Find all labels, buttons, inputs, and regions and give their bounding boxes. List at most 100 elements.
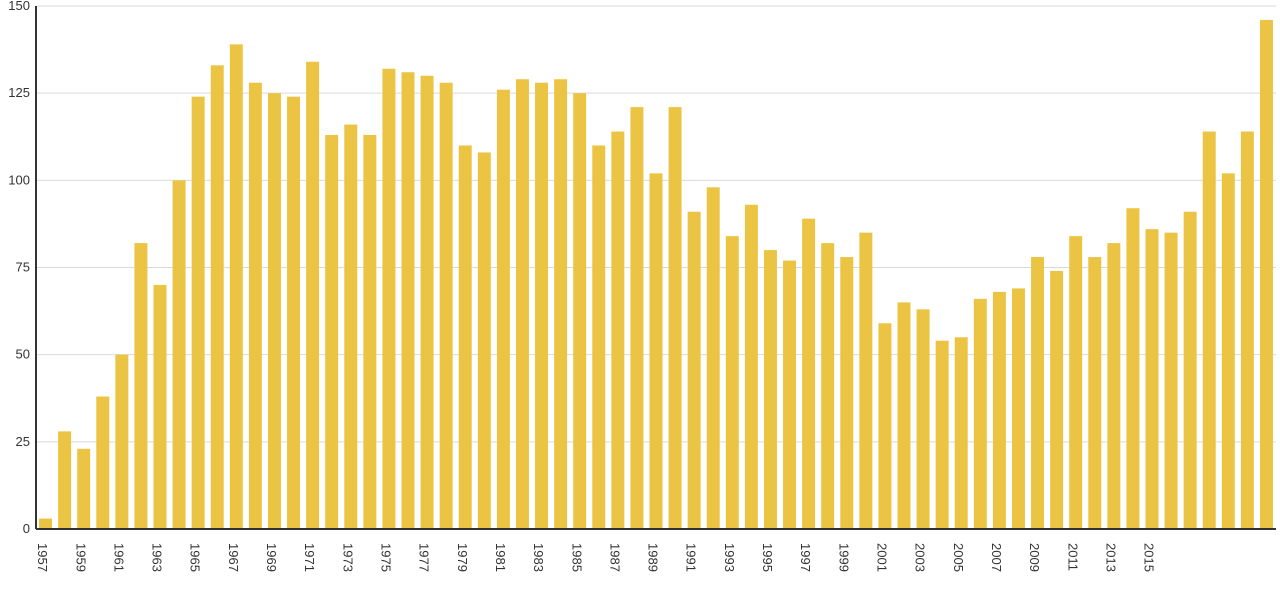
bar-1993 [725,236,739,529]
bar-1984 [554,79,568,529]
bar-1982 [515,79,529,529]
bar-2005 [954,337,968,529]
bar-1975 [382,68,396,529]
bar-1999 [840,257,854,529]
x-tick-label: 1987 [607,543,622,572]
x-tick-label: 1967 [226,543,241,572]
bar-1969 [267,93,281,530]
bar-1979 [458,145,472,529]
bar-1958 [58,431,72,529]
x-tick-label: 1961 [111,543,126,572]
bar-1997 [802,218,816,530]
bar-2012 [1088,257,1102,529]
bar-1978 [439,82,453,529]
bar-1960 [96,396,110,529]
bar-2001 [878,323,892,529]
bar-1970 [287,96,301,530]
bar-1967 [229,44,243,529]
bar-1989 [649,173,663,530]
bar-2000 [859,232,873,529]
bar-1968 [248,82,262,529]
axes [35,6,1276,530]
bar-1977 [420,75,434,529]
bar-1988 [630,107,644,529]
x-tick-label: 1977 [417,543,432,572]
bar-2004 [935,340,949,529]
bar-1974 [363,135,377,530]
x-tick-label: 1989 [646,543,661,572]
y-tick-label: 125 [8,85,30,100]
x-tick-label: 1973 [340,543,355,572]
bar-1976 [401,72,415,529]
bar-2010 [1050,270,1064,529]
x-tick-label: 2001 [874,543,889,572]
bar-1959 [77,448,91,529]
bar-1964 [172,180,186,530]
bar-1991 [687,211,701,530]
bar-1973 [344,124,358,530]
x-tick-label: 1991 [684,543,699,572]
x-tick-label: 1979 [455,543,470,572]
bar-2015 [1145,229,1159,529]
bar-1961 [115,354,129,529]
bar-2021 [1259,19,1273,530]
bar-2016 [1164,232,1178,529]
bar-1990 [668,107,682,529]
bar-1966 [210,65,224,530]
x-tick-label: 1993 [722,543,737,572]
x-tick-label: 1983 [531,543,546,572]
bar-1995 [763,250,777,530]
x-tick-label: 2007 [989,543,1004,572]
bar-1992 [706,187,720,529]
bar-2018 [1202,131,1216,529]
x-tick-label: 1981 [493,543,508,572]
bar-1983 [535,82,549,529]
x-tick-label: 1975 [378,543,393,572]
bar-1963 [153,284,167,529]
bar-1998 [821,243,835,530]
bar-2002 [897,302,911,529]
bar-2003 [916,309,930,529]
x-tick-label: 1985 [569,543,584,572]
bar-2013 [1107,243,1121,530]
x-tick-label: 1999 [836,543,851,572]
x-tick-label: 1965 [188,543,203,572]
bar-1994 [744,204,758,530]
bars [39,19,1273,530]
y-tick-label: 25 [16,434,30,449]
bar-2019 [1221,173,1235,530]
bar-2011 [1069,236,1083,529]
bar-1962 [134,243,148,530]
bar-1987 [611,131,625,529]
x-tick-label: 1995 [760,543,775,572]
bar-2017 [1183,211,1197,530]
bar-1972 [325,135,339,530]
bar-1980 [477,152,491,529]
bar-1957 [39,518,53,529]
x-tick-label: 2015 [1142,543,1157,572]
x-tick-labels: 1957 1959 1961 1963 1965 1967 1969 1971 1973 1975… [35,543,1157,572]
bar-2008 [1011,288,1025,529]
x-tick-label: 1969 [264,543,279,572]
x-tick-label: 2013 [1103,543,1118,572]
x-tick-label: 1957 [35,543,50,572]
x-tick-label: 2003 [913,543,928,572]
bar-1971 [306,61,320,529]
x-tick-label: 2005 [951,543,966,572]
bar-1985 [573,93,587,530]
y-tick-labels: 0 25 50 75 100 125 150 [8,0,30,536]
y-tick-label: 75 [16,260,30,275]
y-tick-label: 150 [8,0,30,13]
bar-2006 [973,298,987,529]
bar-2009 [1031,257,1045,529]
x-tick-label: 2011 [1065,543,1080,571]
x-tick-label: 1959 [73,543,88,572]
x-tick-label: 1963 [150,543,165,572]
bar-2014 [1126,208,1140,529]
bar-2020 [1240,131,1254,529]
x-tick-label: 2009 [1027,543,1042,572]
bar-1986 [592,145,606,529]
y-tick-label: 100 [8,172,30,187]
bar-1996 [783,260,797,529]
